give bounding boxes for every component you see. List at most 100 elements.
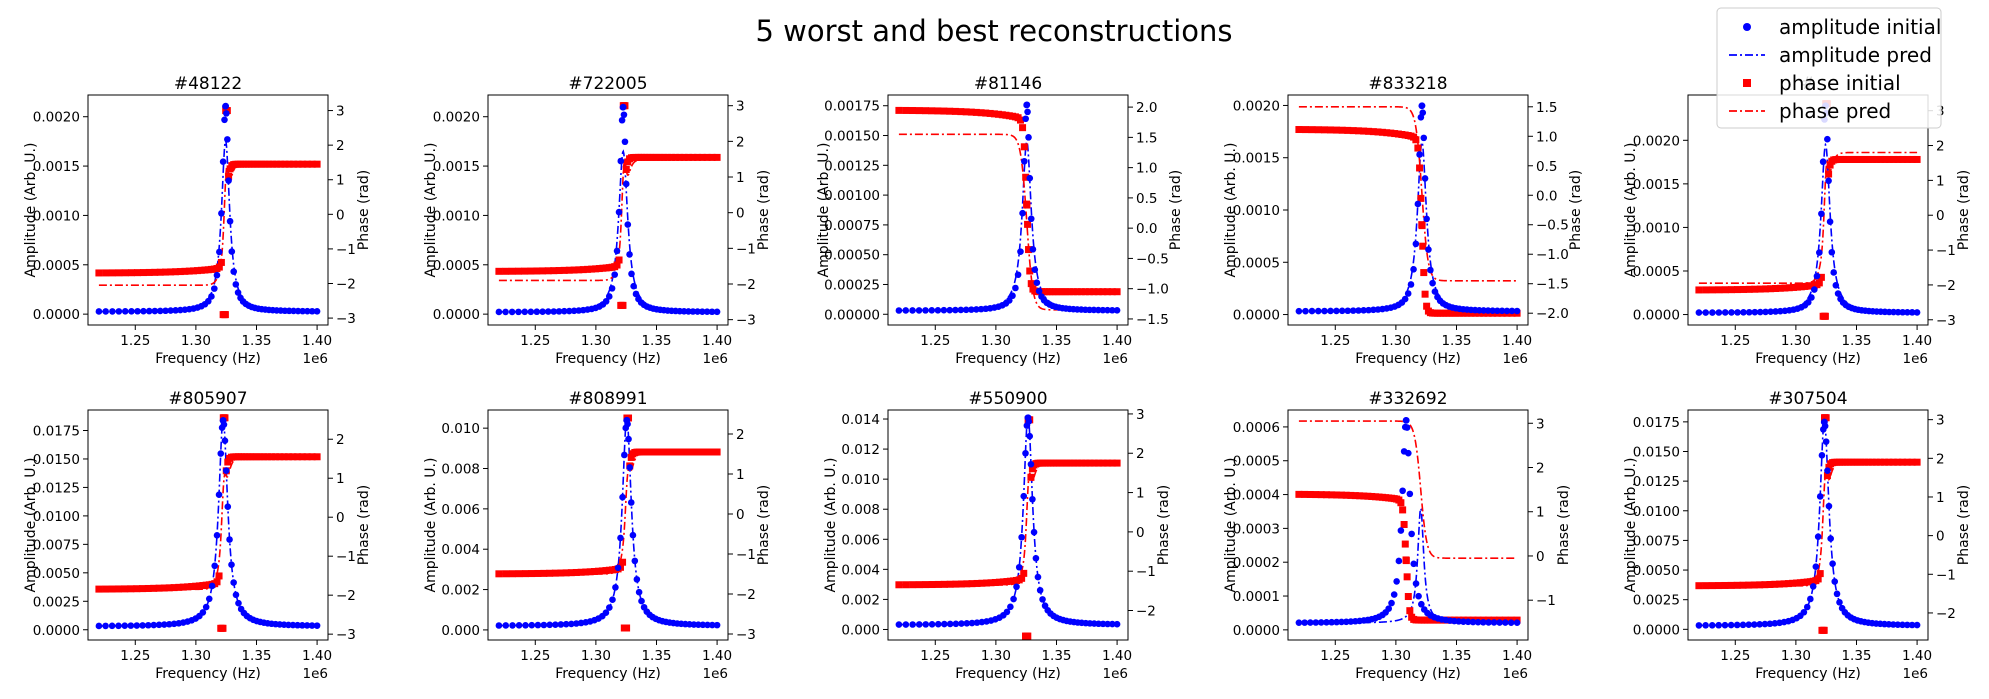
phase-initial-point (1351, 492, 1359, 500)
phase-initial-point (1113, 459, 1121, 467)
y2-tick-label: −1 (736, 547, 756, 563)
amplitude-initial-point (1412, 240, 1420, 248)
y2-tick-label: −2 (1936, 278, 1956, 294)
phase-initial-point (550, 267, 558, 275)
amplitude-initial-point (294, 621, 301, 629)
phase-initial-point (1073, 288, 1081, 296)
y2-tick-label: −1 (736, 241, 756, 257)
phase-initial-point (1378, 128, 1386, 136)
phase-initial-point (502, 267, 510, 275)
amplitude-initial-point (1913, 309, 1921, 316)
phase-initial-point (1295, 126, 1303, 134)
x-tick-label: 1.40 (302, 648, 332, 664)
phase-initial-point (508, 267, 516, 275)
phase-initial-point (197, 266, 205, 274)
phase-initial-point (1772, 285, 1780, 292)
phase-initial-point (221, 311, 229, 319)
phase-initial-point (983, 579, 991, 587)
phase-initial-point (1789, 579, 1797, 587)
amplitude-initial-point (1344, 307, 1352, 315)
amplitude-initial-point (698, 308, 706, 315)
x-offset-label: 1e6 (703, 666, 728, 682)
phase-initial-point (1391, 130, 1399, 138)
x-offset-label: 1e6 (303, 666, 328, 682)
amplitude-initial-point (221, 116, 228, 124)
phase-initial-point (1066, 459, 1074, 467)
amplitude-initial-point (1762, 308, 1769, 316)
x-axis-label: Frequency (Hz) (1355, 666, 1461, 682)
amplitude-initial-point (1816, 493, 1824, 500)
amplitude-initial-point (1818, 210, 1825, 218)
phase-initial-point (285, 160, 293, 168)
amplitude-initial-point (1333, 307, 1340, 315)
phase-initial-point (662, 448, 670, 456)
y2-tick-label: 2 (736, 427, 745, 443)
phase-initial-point (681, 448, 689, 456)
phase-initial-point (253, 453, 261, 461)
phase-initial-point (1074, 459, 1082, 467)
phase-initial-point (175, 583, 183, 591)
phase-initial-point (666, 448, 674, 456)
amplitude-initial-point (1416, 151, 1423, 158)
amplitude-initial-point (602, 298, 610, 305)
y2-tick-label: −2 (736, 587, 756, 603)
y2-axis-label: Phase (rad) (756, 170, 772, 250)
y2-tick-label: −1 (336, 549, 356, 565)
phase-initial-point (533, 267, 541, 275)
x-tick-label: 1.40 (1902, 333, 1932, 349)
phase-initial-point (1913, 155, 1921, 163)
y2-tick-label: 0 (1136, 525, 1145, 541)
y-tick-label: 0.0075 (1633, 533, 1680, 549)
phase-initial-point (534, 569, 542, 577)
amplitude-initial-point (606, 604, 613, 611)
phase-initial-point (1328, 491, 1336, 499)
phase-initial-point (1369, 128, 1377, 136)
phase-initial-point (1797, 283, 1805, 291)
amplitude-initial-point (1745, 308, 1753, 316)
y-axis-label: Amplitude (Arb. U.) (1623, 143, 1639, 278)
y2-tick-label: −2 (1936, 606, 1956, 622)
x-tick-label: 1.40 (1502, 333, 1532, 349)
phase-initial-point (1771, 580, 1779, 588)
y2-axis-label: Phase (rad) (1956, 485, 1972, 565)
y2-tick-label: −3 (336, 627, 356, 643)
amplitude-initial-point (550, 308, 558, 315)
phase-initial-point (195, 582, 203, 590)
phase-initial-point (1095, 459, 1103, 467)
amplitude-initial-point (1766, 620, 1774, 628)
x-tick-label: 1.30 (1781, 648, 1811, 664)
phase-initial-point (619, 301, 627, 309)
phase-initial-point (1104, 459, 1112, 467)
phase-initial-point (102, 269, 110, 277)
x-offset-label: 1e6 (303, 351, 328, 367)
subplot: 1.25 1.30 1.35 1.40 1e6 0.0000 0.0005 0.0010 0.0… (1223, 74, 1584, 367)
phase-initial-point (1745, 285, 1753, 293)
amplitude-initial-point (313, 622, 321, 629)
amplitude-initial-point (952, 620, 960, 628)
amplitude-initial-point (1302, 307, 1309, 315)
amplitude-initial-point (95, 308, 103, 315)
phase-initial-point (940, 580, 948, 588)
amplitude-initial-point (1460, 618, 1467, 625)
subplot: 1.25 1.30 1.35 1.40 1e6 0.000 0.002 0.004 0.006 0… (823, 389, 1172, 682)
phase-initial-point (1423, 302, 1431, 310)
amplitude-initial-point (308, 622, 316, 629)
phase-initial-point (1820, 626, 1828, 634)
phase-initial-point (495, 570, 503, 578)
y2-tick-label: 2 (336, 138, 345, 154)
amplitude-initial-point (1419, 109, 1427, 116)
y2-tick-label: 3 (736, 99, 745, 115)
phase-initial-point (1776, 284, 1784, 292)
amplitude-initial-point (1496, 619, 1503, 626)
x-offset-label: 1e6 (703, 351, 728, 367)
subplot-grid: 1.25 1.30 1.35 1.401e60.00000.00050.00100.0… (23, 74, 1972, 682)
y-tick-label: 0.0010 (33, 208, 80, 224)
amplitude-initial-point (533, 308, 541, 316)
phase-initial-point (165, 584, 173, 592)
amplitude-initial-point (220, 421, 228, 428)
phase-pred-line (1698, 151, 1918, 284)
y2-tick-label: −2.0 (1536, 306, 1569, 322)
amplitude-initial-point (294, 307, 302, 315)
phase-initial-point (946, 107, 954, 115)
